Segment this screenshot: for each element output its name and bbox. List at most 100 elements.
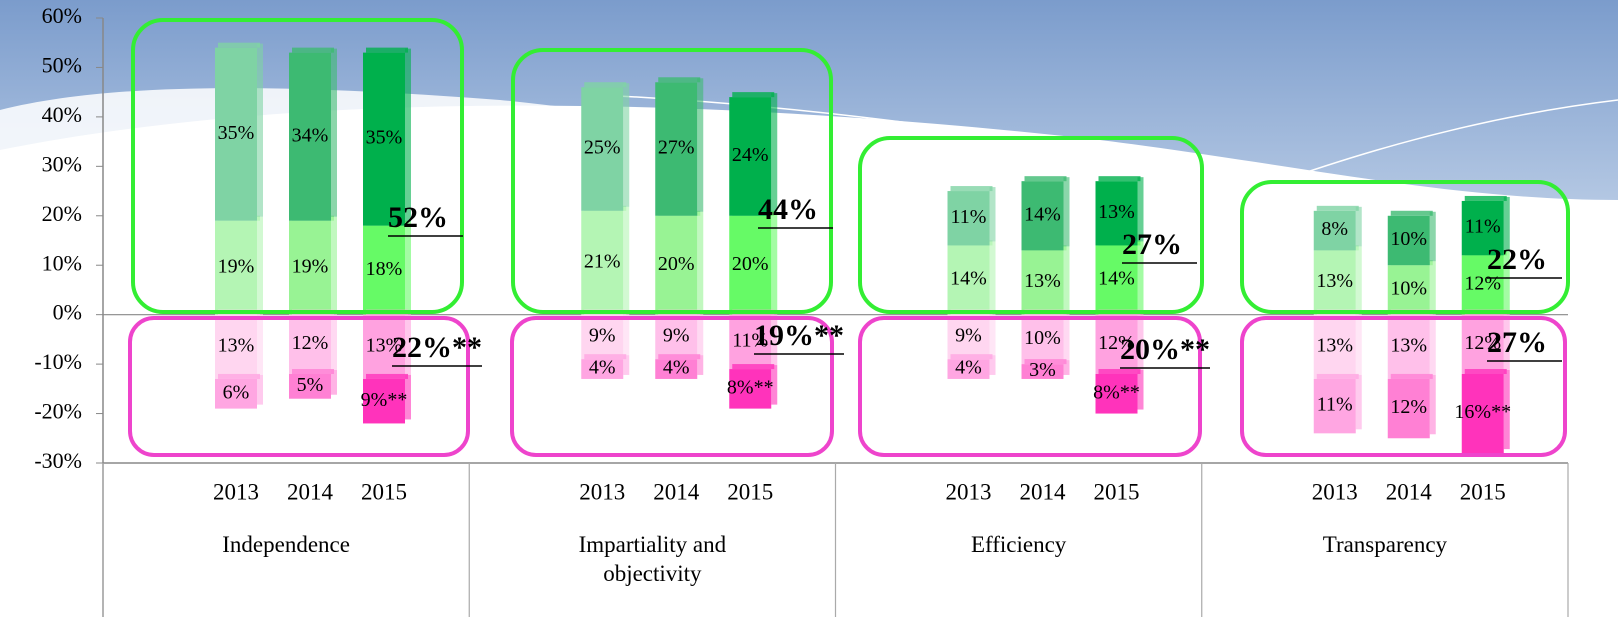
x-tick-label: 2015 bbox=[727, 479, 773, 504]
bar-side bbox=[331, 370, 337, 395]
bar-segment bbox=[1021, 181, 1064, 251]
data-label: 4% bbox=[955, 357, 982, 379]
bar-top bbox=[1098, 176, 1141, 182]
bar-segment bbox=[1021, 314, 1064, 365]
bar-side bbox=[697, 355, 704, 375]
x-tick-label: 2013 bbox=[1312, 479, 1358, 504]
bar-segment bbox=[947, 245, 990, 315]
y-tick-label: 30% bbox=[42, 151, 82, 176]
data-label: 19% bbox=[218, 255, 255, 277]
y-tick-label: -30% bbox=[34, 448, 82, 473]
bar-top bbox=[732, 364, 775, 370]
group-label: Impartiality and objectivity bbox=[578, 532, 727, 586]
group-box bbox=[858, 136, 1204, 314]
bar-side bbox=[1355, 206, 1362, 247]
bar-segment bbox=[1095, 245, 1138, 315]
bar-side bbox=[1429, 261, 1436, 311]
bar-segment bbox=[1313, 250, 1356, 315]
bar-segment bbox=[581, 359, 624, 379]
data-label: 20% bbox=[658, 253, 695, 275]
data-label: 18% bbox=[366, 258, 403, 280]
group-label-box: Transparency bbox=[1323, 532, 1447, 557]
bar-top bbox=[1464, 195, 1507, 201]
bar-segment bbox=[289, 220, 331, 315]
y-tick-label: 50% bbox=[42, 52, 82, 77]
group-label-box: Impartiality and objectivity bbox=[578, 532, 727, 586]
group-box bbox=[1240, 180, 1570, 314]
bar-segment bbox=[729, 369, 772, 409]
bar-segment bbox=[655, 82, 698, 216]
group-box bbox=[1240, 316, 1567, 457]
bar-segment bbox=[215, 314, 257, 379]
x-tick-label: 2014 bbox=[1020, 479, 1067, 504]
bar-segment bbox=[581, 314, 624, 360]
group-box bbox=[131, 18, 464, 314]
data-label: 11% bbox=[1465, 216, 1501, 238]
bar-side bbox=[1063, 310, 1070, 361]
data-label: 24% bbox=[732, 144, 769, 166]
bar-side bbox=[771, 211, 778, 311]
data-label: 13% bbox=[1098, 201, 1135, 223]
group-box bbox=[510, 316, 834, 457]
group-label-box: Independence bbox=[222, 532, 350, 557]
bar-segment bbox=[947, 191, 990, 246]
y-tick-label: 60% bbox=[42, 3, 82, 28]
data-label: 35% bbox=[366, 127, 403, 149]
bar-segment bbox=[655, 314, 698, 360]
bar-side bbox=[1503, 251, 1510, 311]
bar-side bbox=[1429, 211, 1436, 262]
group-label-box: Efficiency bbox=[971, 532, 1066, 557]
data-label: 13% bbox=[1316, 334, 1353, 356]
bar-segment bbox=[729, 97, 772, 216]
bar-side bbox=[1355, 310, 1362, 375]
x-tick-label: 2014 bbox=[1386, 479, 1433, 504]
bar-segment bbox=[1313, 378, 1356, 434]
data-label: 4% bbox=[589, 357, 616, 379]
data-label: 14% bbox=[950, 268, 987, 290]
bar-side bbox=[697, 78, 704, 212]
bar-segment bbox=[729, 215, 772, 315]
data-label: 16%** bbox=[1454, 401, 1511, 423]
data-label: 34% bbox=[292, 124, 329, 146]
bar-segment bbox=[1021, 364, 1064, 379]
bar-top bbox=[950, 354, 993, 360]
group-label: Independence bbox=[222, 532, 350, 557]
data-label: 10% bbox=[1390, 228, 1427, 250]
bar-segment bbox=[215, 220, 257, 315]
bar-side bbox=[1063, 360, 1070, 375]
bar-side bbox=[623, 355, 630, 375]
data-label: 8% bbox=[1321, 218, 1348, 240]
plot: -30% -20% -10% 0% 10% 20% 30% 40% 50% 60% Independ… bbox=[34, 3, 1570, 617]
bar-side bbox=[771, 310, 778, 366]
bar-side bbox=[1137, 177, 1144, 242]
data-label: 14% bbox=[1024, 203, 1061, 225]
bar-top bbox=[950, 186, 993, 192]
bar-side bbox=[771, 93, 778, 212]
bar-side bbox=[257, 310, 263, 375]
x-tick-label: 2015 bbox=[361, 479, 407, 504]
bar-top bbox=[366, 373, 408, 379]
data-label: 21% bbox=[584, 250, 621, 272]
total-label: 22%** bbox=[392, 331, 482, 364]
data-label: 27% bbox=[658, 137, 695, 159]
bar-top bbox=[658, 354, 701, 360]
bar-side bbox=[623, 83, 630, 207]
bar-side bbox=[1503, 196, 1510, 252]
x-tick-label: 2014 bbox=[287, 479, 334, 504]
data-label: 13% bbox=[1316, 270, 1353, 292]
data-label: 9% bbox=[589, 325, 616, 347]
total-label: 44% bbox=[758, 193, 818, 226]
bar-segment bbox=[1461, 200, 1504, 256]
data-label: 11% bbox=[732, 329, 768, 351]
bar-top bbox=[1024, 359, 1067, 365]
x-tick-label: 2015 bbox=[1460, 479, 1506, 504]
bar-segment bbox=[1313, 210, 1356, 251]
y-tick-label: 20% bbox=[42, 201, 82, 226]
bar-segment bbox=[363, 52, 405, 226]
bar-top bbox=[366, 47, 408, 53]
bar-side bbox=[331, 310, 337, 370]
bar-top bbox=[1390, 373, 1433, 379]
bar-top bbox=[218, 42, 260, 48]
bar-side bbox=[1429, 374, 1436, 435]
